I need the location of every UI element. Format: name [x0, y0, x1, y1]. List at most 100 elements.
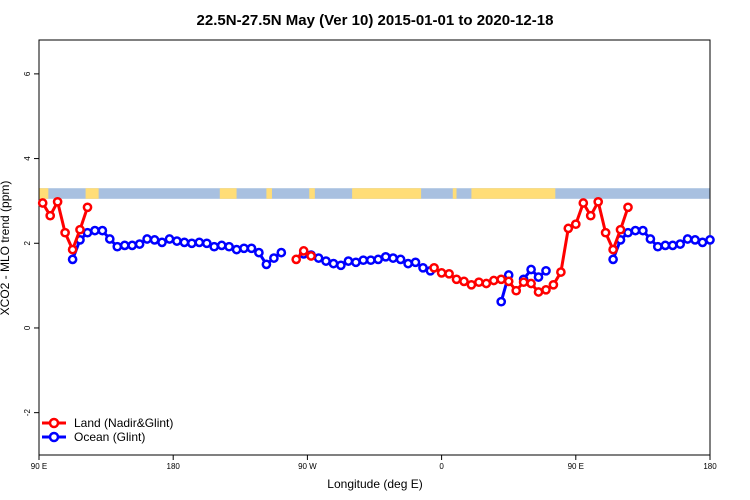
land-point	[511, 285, 522, 296]
land-point	[451, 274, 462, 285]
land-point	[608, 244, 618, 255]
ocean-point	[418, 262, 428, 273]
land-point	[436, 268, 447, 278]
land-point	[459, 276, 469, 287]
ocean-series-line	[522, 268, 547, 281]
ocean-series	[67, 225, 715, 307]
land-segment-1	[85, 188, 99, 199]
ocean-point	[194, 237, 205, 248]
land-point	[67, 244, 78, 255]
land-point	[533, 287, 544, 297]
ocean-point	[82, 227, 93, 238]
ocean-point	[343, 256, 354, 266]
x-axis-label: Longitude (deg E)	[327, 477, 422, 491]
land-point	[518, 277, 529, 288]
ocean-point	[526, 264, 536, 275]
land-point	[429, 262, 439, 273]
ocean-point	[365, 255, 376, 266]
land-point	[593, 196, 604, 207]
land-mask-band	[39, 188, 710, 199]
ocean-point	[239, 243, 249, 254]
land-point	[474, 277, 484, 288]
y-tick-label: 6	[23, 71, 32, 76]
land-point	[496, 274, 507, 285]
ocean-point	[321, 256, 331, 266]
land-point	[563, 223, 574, 234]
ocean-point	[705, 235, 715, 245]
land-segment-0	[39, 188, 49, 199]
ocean-point	[127, 240, 138, 251]
x-tick-label: 90 E	[568, 462, 584, 471]
land-point	[488, 275, 499, 286]
y-axis-label: XCO2 - MLO trend (ppm)	[0, 181, 12, 316]
ocean-point	[623, 227, 633, 238]
ocean-point	[682, 234, 693, 244]
land-point	[503, 276, 514, 287]
land-point	[481, 278, 492, 289]
ocean-point	[142, 234, 152, 244]
ocean-point	[675, 239, 686, 249]
ocean-point	[403, 258, 413, 269]
ocean-point	[201, 238, 212, 249]
land-segment-2	[219, 188, 237, 199]
land-point	[600, 227, 611, 238]
chart-title: 22.5N-27.5N May (Ver 10) 2015-01-01 to 2…	[197, 12, 554, 29]
x-tick-label: 180	[703, 462, 717, 471]
land-point	[306, 251, 316, 261]
ocean-point	[172, 236, 182, 246]
y-tick-label: 4	[23, 156, 32, 161]
land-point	[444, 268, 454, 279]
legend: Land (Nadir&Glint) Ocean (Glint)	[42, 416, 173, 444]
land-point	[37, 198, 48, 208]
ocean-point	[541, 265, 551, 276]
land-segment-5	[352, 188, 422, 199]
land-point	[466, 279, 477, 290]
legend-land-marker	[48, 417, 60, 429]
land-point	[298, 246, 309, 256]
ocean-point	[358, 255, 369, 266]
plot-area	[38, 39, 711, 456]
ocean-point	[380, 251, 391, 262]
ocean-point	[697, 237, 708, 248]
land-point	[548, 279, 559, 290]
ocean-point	[395, 254, 406, 265]
x-tick-label: 0	[439, 462, 444, 471]
ocean-point	[645, 234, 656, 244]
ocean-point	[67, 254, 78, 265]
land-point	[82, 202, 93, 213]
ocean-point	[179, 237, 190, 248]
ocean-point	[630, 225, 641, 236]
ocean-point	[224, 241, 234, 252]
ocean-point	[410, 257, 421, 268]
land-point	[615, 224, 626, 235]
land-point	[578, 198, 589, 208]
x-tick-label: 90 W	[298, 462, 317, 471]
y-tick-label: 0	[23, 325, 32, 330]
ocean-point	[104, 234, 115, 244]
land-segment-7	[471, 188, 556, 199]
land-point	[45, 210, 56, 221]
ocean-point	[652, 241, 663, 252]
land-point	[526, 278, 536, 289]
axis-ticks: 90 E 180 90 W 0 90 E 180 -2 0 2 4 6	[23, 71, 717, 471]
ocean-point	[231, 244, 242, 255]
y-tick-label: -2	[23, 409, 32, 417]
ocean-point	[246, 243, 257, 254]
legend-ocean-marker	[48, 431, 60, 443]
ocean-point	[496, 296, 507, 307]
ocean-point	[216, 240, 227, 251]
ocean-point	[157, 237, 167, 248]
land-point	[541, 284, 551, 295]
ocean-point	[690, 235, 700, 245]
ocean-point	[261, 259, 272, 270]
land-point	[291, 254, 302, 265]
land-point	[623, 202, 633, 213]
land-series	[37, 196, 633, 297]
ocean-point	[254, 247, 264, 258]
land-point	[570, 219, 581, 230]
series-layer	[37, 196, 715, 307]
ocean-point	[149, 235, 160, 245]
y-tick-label: 2	[23, 240, 32, 245]
ocean-point	[660, 240, 671, 251]
